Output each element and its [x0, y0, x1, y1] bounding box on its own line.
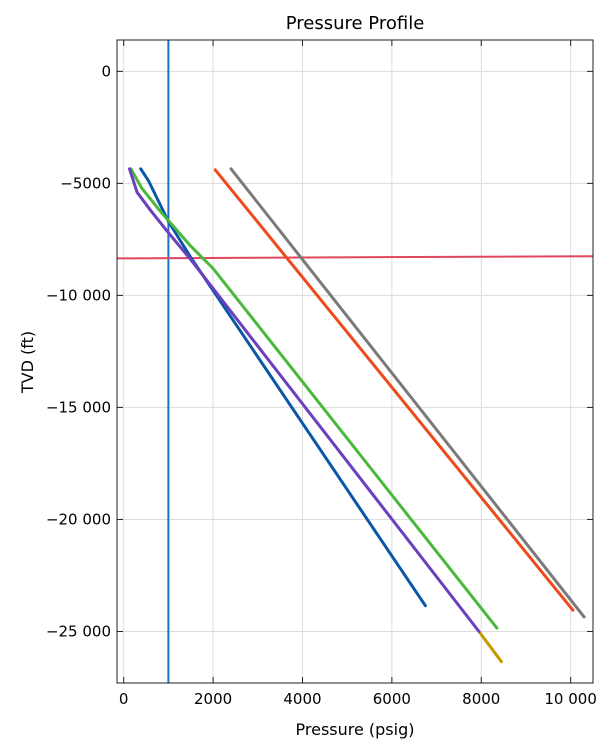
x-tick-label: 6000: [373, 690, 411, 708]
y-tick-label: −15 000: [46, 398, 111, 416]
x-axis-title: Pressure (psig): [296, 720, 415, 739]
plot-frame: [116, 39, 594, 684]
y-tick-label: −20 000: [46, 510, 111, 528]
x-tick-label: 8000: [462, 690, 500, 708]
x-tick-label: 4000: [283, 690, 321, 708]
series-line-2: [117, 255, 593, 260]
y-tick-label: −5000: [60, 174, 111, 192]
series-line-7: [477, 630, 503, 664]
series-line-3: [229, 167, 586, 619]
x-tick-label: 0: [119, 690, 129, 708]
series-line-8: [128, 167, 481, 633]
series-line-6: [129, 167, 499, 630]
chart-title: Pressure Profile: [286, 13, 425, 34]
axis-ticks: 0 2000 4000 6000 8000 10 000 0 −5000 −10 000 −15 …: [46, 40, 597, 708]
plot-area: [117, 40, 593, 683]
x-tick-label: 2000: [194, 690, 232, 708]
y-tick-label: 0: [101, 62, 111, 80]
y-tick-label: −25 000: [46, 622, 111, 640]
x-tick-label: 10 000: [544, 690, 597, 708]
y-tick-label: −10 000: [46, 286, 111, 304]
series-line-4: [213, 168, 575, 612]
y-axis-title: TVD (ft): [18, 331, 37, 394]
grid-lines: [117, 40, 593, 683]
